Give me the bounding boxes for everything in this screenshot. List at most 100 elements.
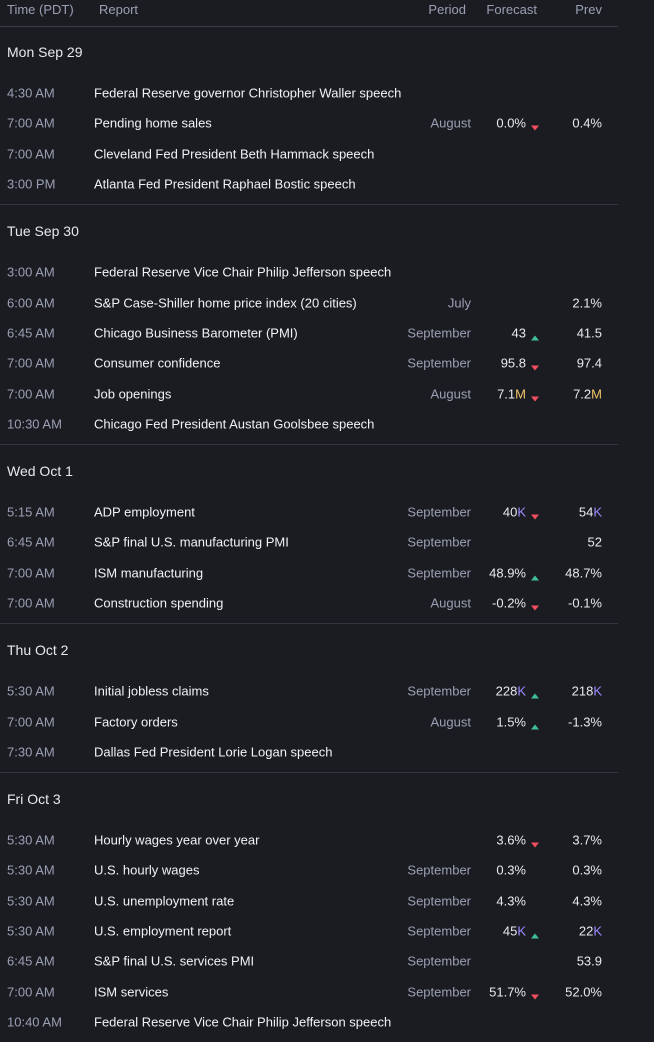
previous-number: 0.3%: [572, 862, 602, 878]
previous-number: 2.1%: [572, 295, 602, 311]
event-time: 10:40 AM: [7, 1014, 62, 1030]
previous-value: 48.7%: [565, 565, 602, 580]
table-row[interactable]: 7:00 AM Consumer confidence September 95.8 9…: [0, 348, 618, 378]
table-row[interactable]: 5:30 AM U.S. unemployment rate September 4.…: [0, 886, 618, 916]
forecast-number: 3.6%: [496, 832, 526, 848]
event-name: Dallas Fed President Lorie Logan speech: [94, 744, 333, 760]
triangle-up-icon: [531, 724, 539, 730]
table-row[interactable]: 7:00 AM Construction spending August -0.2% -…: [0, 588, 618, 618]
forecast-number: 45: [502, 923, 518, 939]
table-row[interactable]: 7:00 AM Cleveland Fed President Beth Hamm…: [0, 139, 618, 169]
previous-number: 48.7%: [565, 565, 602, 581]
day-group: Fri Oct 3 5:30 AM Hourly wages year over y…: [0, 773, 618, 1042]
previous-unit: M: [591, 386, 602, 402]
event-time: 7:00 AM: [7, 565, 55, 581]
event-name: Hourly wages year over year: [94, 832, 260, 848]
arrow-up-icon: [531, 717, 540, 730]
forecast-value: -0.2%: [492, 596, 526, 611]
forecast-value: 43: [512, 325, 526, 340]
column-header-report[interactable]: Report: [99, 2, 139, 17]
event-name: Federal Reserve governor Christopher Wal…: [94, 85, 402, 101]
event-time: 10:30 AM: [7, 416, 62, 432]
previous-number: 218: [571, 683, 594, 699]
event-name: Consumer confidence: [94, 355, 221, 371]
previous-value: -0.1%: [568, 596, 602, 611]
previous-value: 218K: [572, 684, 602, 699]
table-row[interactable]: 7:00 AM Pending home sales August 0.0% 0.4%: [0, 108, 618, 138]
forecast-value: 0.3%: [496, 863, 526, 878]
table-row[interactable]: 5:15 AM ADP employment September 40K 54K: [0, 497, 618, 527]
table-row[interactable]: 7:00 AM Job openings August 7.1M 7.2M: [0, 378, 618, 408]
table-row[interactable]: 6:45 AM S&P final U.S. manufacturing PMI S…: [0, 527, 618, 557]
previous-number: 0.4%: [572, 115, 602, 131]
previous-value: 41.5: [577, 325, 602, 340]
event-name: S&P final U.S. manufacturing PMI: [94, 534, 289, 550]
arrow-down-icon: [531, 119, 540, 131]
triangle-up-icon: [531, 335, 539, 341]
event-time: 6:45 AM: [7, 953, 55, 969]
table-row[interactable]: 6:45 AM Chicago Business Barometer (PMI) S…: [0, 318, 618, 348]
forecast-number: 51.7%: [489, 984, 526, 1000]
forecast-number: 43: [511, 325, 526, 341]
forecast-value: 95.8: [501, 356, 526, 371]
day-spacer: [0, 199, 618, 204]
table-row[interactable]: 7:00 AM ISM manufacturing September 48.9% 48…: [0, 558, 618, 588]
previous-value: -1.3%: [568, 714, 602, 729]
table-row[interactable]: 6:45 AM S&P final U.S. services PMI Septem…: [0, 946, 618, 976]
forecast-unit: K: [517, 683, 526, 699]
previous-number: 53.9: [576, 953, 602, 969]
table-row[interactable]: 10:30 AM Chicago Fed President Austan Goo…: [0, 409, 618, 439]
table-row[interactable]: 5:30 AM Hourly wages year over year 3.6% 3.…: [0, 825, 618, 855]
event-period: September: [407, 984, 471, 1000]
table-row[interactable]: 5:30 AM Initial jobless claims September 22…: [0, 676, 618, 706]
previous-value: 97.4: [577, 356, 602, 371]
event-time: 3:00 PM: [7, 176, 56, 192]
forecast-value: 48.9%: [489, 565, 526, 580]
previous-value: 22K: [579, 924, 602, 939]
day-spacer: [0, 439, 618, 444]
arrow-up-icon: [531, 328, 540, 341]
day-title: Fri Oct 3: [7, 791, 61, 808]
triangle-down-icon: [531, 605, 539, 611]
column-header-period[interactable]: Period: [428, 2, 466, 17]
column-header-time[interactable]: Time (PDT): [7, 2, 74, 17]
previous-number: -1.3%: [568, 714, 602, 730]
table-row[interactable]: 5:30 AM U.S. employment report September 45…: [0, 916, 618, 946]
event-name: Chicago Fed President Austan Goolsbee sp…: [94, 416, 375, 432]
event-period: September: [407, 534, 471, 550]
column-header-prev[interactable]: Prev: [575, 2, 602, 17]
triangle-down-icon: [531, 365, 539, 371]
forecast-number: 40: [502, 504, 518, 520]
event-time: 7:00 AM: [7, 355, 55, 371]
table-row[interactable]: 7:30 AM Dallas Fed President Lorie Logan …: [0, 737, 618, 767]
table-row[interactable]: 3:00 PM Atlanta Fed President Raphael Bos…: [0, 169, 618, 199]
previous-number: 4.3%: [572, 893, 602, 909]
table-row[interactable]: 6:00 AM S&P Case-Shiller home price index…: [0, 287, 618, 317]
event-name: Pending home sales: [94, 115, 212, 131]
table-row[interactable]: 10:40 AM Federal Reserve Vice Chair Phili…: [0, 1007, 618, 1037]
event-time: 6:45 AM: [7, 325, 55, 341]
arrow-down-icon: [531, 987, 540, 1000]
table-row[interactable]: 7:00 AM ISM services September 51.7% 52.0%: [0, 977, 618, 1007]
event-name: U.S. hourly wages: [94, 862, 200, 878]
event-period: September: [407, 953, 471, 969]
previous-number: 7.2: [573, 386, 592, 402]
event-period: August: [430, 386, 471, 402]
table-row[interactable]: 5:30 AM U.S. hourly wages September 0.3% 0.3…: [0, 855, 618, 885]
forecast-number: 95.8: [500, 355, 526, 371]
column-header-forecast[interactable]: Forecast: [486, 2, 537, 17]
previous-unit: K: [593, 923, 602, 939]
event-time: 7:30 AM: [7, 744, 55, 760]
forecast-value: 4.3%: [496, 893, 526, 908]
event-period: September: [407, 355, 471, 371]
table-row[interactable]: 7:00 AM Factory orders August 1.5% -1.3%: [0, 706, 618, 736]
day-groups: Mon Sep 29 4:30 AM Federal Reserve governo…: [0, 27, 618, 1042]
event-time: 7:00 AM: [7, 984, 55, 1000]
table-row[interactable]: 3:00 AM Federal Reserve Vice Chair Philip…: [0, 257, 618, 287]
table-row[interactable]: 4:30 AM Federal Reserve governor Christop…: [0, 78, 618, 108]
economic-calendar-table: Time (PDT) Report Period Forecast Prev M…: [0, 2, 618, 1042]
triangle-up-icon: [531, 693, 539, 699]
previous-number: 22: [578, 923, 594, 939]
event-time: 5:30 AM: [7, 862, 55, 878]
previous-number: 97.4: [576, 355, 602, 371]
